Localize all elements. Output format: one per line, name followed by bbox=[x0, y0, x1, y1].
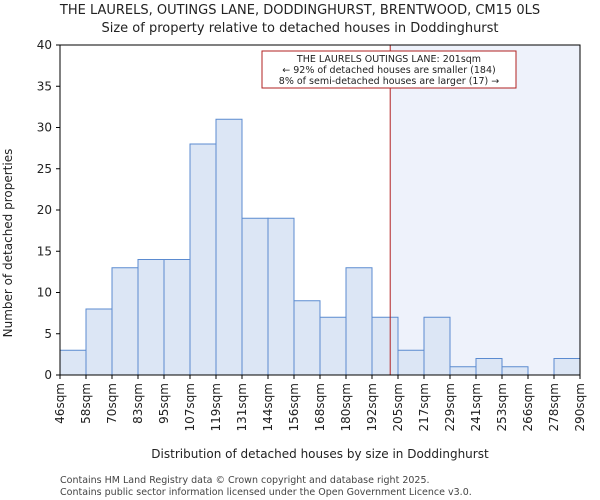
chart-title: THE LAURELS, OUTINGS LANE, DODDINGHURST,… bbox=[59, 3, 540, 18]
y-tick-label-20: 20 bbox=[37, 203, 52, 217]
y-tick-label-0: 0 bbox=[44, 368, 52, 382]
x-tick-label-119sqm: 119sqm bbox=[209, 383, 223, 431]
x-tick-label-107sqm: 107sqm bbox=[183, 383, 197, 431]
x-tick-label-46sqm: 46sqm bbox=[53, 383, 67, 424]
footer-line-2: Contains public sector information licen… bbox=[60, 487, 472, 498]
y-tick-label-35: 35 bbox=[37, 79, 52, 93]
bar-70sqm bbox=[111, 267, 139, 376]
y-tick-label-5: 5 bbox=[44, 327, 52, 341]
bar-241sqm bbox=[475, 358, 503, 376]
bar-119sqm bbox=[215, 118, 243, 376]
plot-background-layer bbox=[390, 45, 580, 375]
annotation-border bbox=[261, 50, 517, 89]
bar-192sqm bbox=[371, 316, 399, 376]
y-tick-label-40: 40 bbox=[37, 38, 52, 52]
y-tick-label-10: 10 bbox=[37, 286, 52, 300]
x-tick-label-95sqm: 95sqm bbox=[157, 383, 171, 424]
x-tick-label-217sqm: 217sqm bbox=[417, 383, 431, 431]
bars-layer bbox=[59, 118, 581, 376]
x-tick-label-229sqm: 229sqm bbox=[443, 383, 457, 431]
bar-156sqm bbox=[293, 300, 321, 376]
bar-205sqm bbox=[397, 349, 425, 376]
x-tick-label-58sqm: 58sqm bbox=[79, 383, 93, 424]
y-tick-label-25: 25 bbox=[37, 162, 52, 176]
x-tick-label-205sqm: 205sqm bbox=[391, 383, 405, 431]
bar-46sqm bbox=[59, 349, 87, 376]
bar-58sqm bbox=[85, 308, 113, 376]
larger-region-shade bbox=[390, 45, 580, 375]
x-tick-label-290sqm: 290sqm bbox=[573, 383, 587, 431]
x-tick-label-180sqm: 180sqm bbox=[339, 383, 353, 431]
bar-229sqm bbox=[449, 366, 477, 376]
bar-144sqm bbox=[267, 217, 295, 376]
x-tick-label-131sqm: 131sqm bbox=[235, 383, 249, 431]
bar-168sqm bbox=[319, 316, 347, 376]
footer-line-1: Contains HM Land Registry data © Crown c… bbox=[60, 475, 430, 486]
y-axis-label: Number of detached properties bbox=[1, 149, 15, 338]
bar-131sqm bbox=[241, 217, 269, 376]
y-tick-label-15: 15 bbox=[37, 244, 52, 258]
annotation-line-2: ← 92% of detached houses are smaller (18… bbox=[282, 65, 495, 76]
x-tick-label-266sqm: 266sqm bbox=[521, 383, 535, 431]
x-tick-label-156sqm: 156sqm bbox=[287, 383, 301, 431]
x-tick-label-241sqm: 241sqm bbox=[469, 383, 483, 431]
x-tick-label-144sqm: 144sqm bbox=[261, 383, 275, 431]
x-tick-label-253sqm: 253sqm bbox=[495, 383, 509, 431]
bar-107sqm bbox=[189, 143, 217, 376]
annotation-line-1: THE LAURELS OUTINGS LANE: 201sqm bbox=[296, 54, 481, 65]
x-tick-label-278sqm: 278sqm bbox=[547, 383, 561, 431]
x-tick-label-168sqm: 168sqm bbox=[313, 383, 327, 431]
x-axis-label: Distribution of detached houses by size … bbox=[151, 447, 489, 461]
axes-layer: 0 5 10 15 20 25 30 35 40 46sqm 58sqm 70sqm 83sqm 95sq… bbox=[37, 38, 587, 431]
y-tick-label-30: 30 bbox=[37, 121, 52, 135]
chart-subtitle: Size of property relative to detached ho… bbox=[101, 21, 498, 36]
bar-278sqm bbox=[553, 358, 581, 376]
bar-180sqm bbox=[345, 267, 373, 376]
bar-217sqm bbox=[423, 316, 451, 376]
annotation-line-3: 8% of semi-detached houses are larger (1… bbox=[279, 76, 499, 87]
bar-253sqm bbox=[501, 366, 529, 376]
x-tick-label-83sqm: 83sqm bbox=[131, 383, 145, 424]
bar-95sqm bbox=[163, 259, 191, 376]
bar-83sqm bbox=[137, 259, 165, 376]
x-tick-label-70sqm: 70sqm bbox=[105, 383, 119, 424]
x-tick-label-192sqm: 192sqm bbox=[365, 383, 379, 431]
annotation-box: THE LAURELS OUTINGS LANE: 201sqm ← 92% o… bbox=[261, 50, 517, 89]
